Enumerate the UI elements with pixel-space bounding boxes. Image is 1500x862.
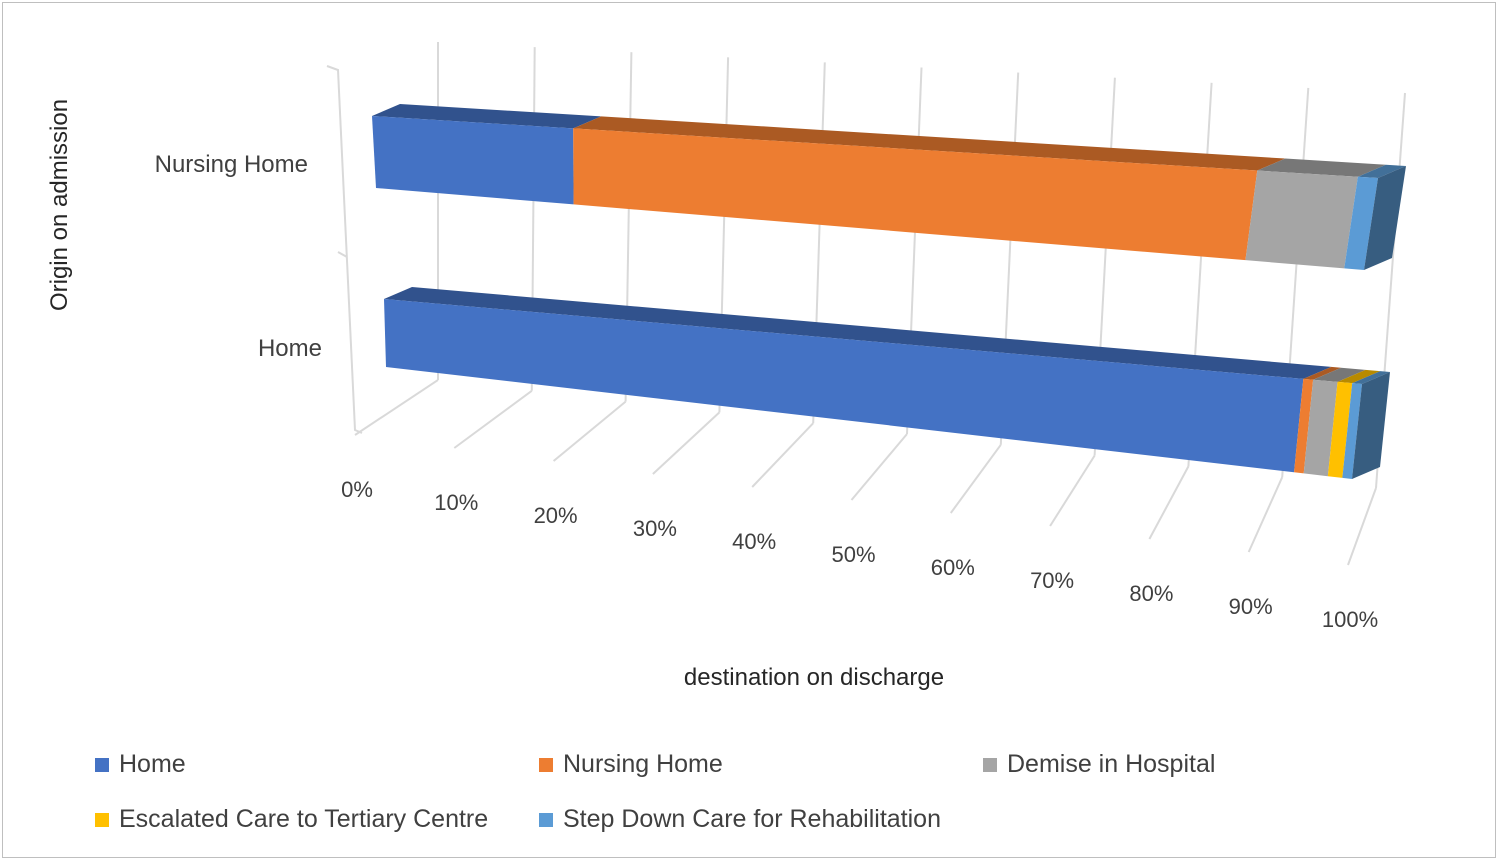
floor-gridline <box>1049 455 1096 527</box>
bar-segment-step-down-care-for-rehabilitation <box>1344 176 1378 270</box>
bar-top-home <box>372 104 602 129</box>
bar-segment-step-down-care-for-rehabilitation <box>1342 383 1362 479</box>
side-wall-edge <box>326 65 363 434</box>
y-axis-title: Origin on admission <box>46 99 73 311</box>
floor-gridline <box>751 422 814 488</box>
legend-swatch <box>95 757 109 772</box>
legend-item-stepdown: Step Down Care for Rehabilitation <box>539 805 941 834</box>
floor-gridline <box>453 389 533 449</box>
bar-segment-demise-in-hospital <box>1245 170 1358 269</box>
floor-gridline <box>652 411 721 475</box>
legend-item-escalated: Escalated Care to Tertiary Centre <box>95 805 488 834</box>
bar-top-demise-in-hospital <box>1313 367 1366 382</box>
bar-top-step-down-care-for-rehabilitation <box>1352 371 1390 384</box>
legend-item-nursing-home: Nursing Home <box>539 750 723 779</box>
floor-gridline <box>1247 476 1284 553</box>
bar-segment-nursing-home <box>1294 378 1314 474</box>
legend-swatch <box>95 812 109 827</box>
floor-gridline <box>354 379 439 436</box>
legend-swatch <box>539 812 553 827</box>
legend-label: Home <box>119 750 186 778</box>
floor-gridline <box>949 444 1002 514</box>
bar-top-home <box>384 287 1332 379</box>
floor-gridline <box>552 400 627 462</box>
legend-label: Nursing Home <box>563 750 723 778</box>
x-tick-label: 80% <box>1129 581 1173 606</box>
legend-item-demise: Demise in Hospital <box>983 750 1215 779</box>
bar-segment-nursing-home <box>573 128 1258 261</box>
x-tick-label: 70% <box>1030 568 1074 593</box>
floor-gridline <box>850 433 908 501</box>
x-tick-label: 40% <box>732 529 776 554</box>
bar-top-demise-in-hospital <box>1257 158 1386 177</box>
bar-segment-demise-in-hospital <box>1303 379 1338 477</box>
bar-end-cap <box>1352 372 1390 479</box>
x-axis-title: destination on discharge <box>684 664 944 691</box>
x-tick-label: 30% <box>633 516 677 541</box>
x-tick-labels: 0% 10% 20% 30% 40% 50% 60% 70% 80% 90% 100% <box>341 477 1378 632</box>
bar-segment-home <box>372 116 574 205</box>
x-tick-label: 60% <box>931 555 975 580</box>
legend: Home Nursing Home Demise in Hospital Esc… <box>95 742 1475 842</box>
x-tick-label: 90% <box>1229 594 1273 619</box>
bar-top-escalated-care-to-tertiary-centre <box>1337 369 1381 384</box>
x-tick-label: 100% <box>1322 607 1378 632</box>
bar-segment-home <box>384 299 1304 473</box>
category-label-nursing-home: Nursing Home <box>155 151 308 178</box>
legend-swatch <box>983 757 997 772</box>
bar-top-step-down-care-for-rehabilitation <box>1357 164 1406 178</box>
x-tick-label: 10% <box>434 490 478 515</box>
legend-label: Escalated Care to Tertiary Centre <box>119 805 489 833</box>
floor-gridline <box>1347 487 1377 566</box>
legend-label: Demise in Hospital <box>1007 750 1216 778</box>
legend-swatch <box>539 757 553 772</box>
bars <box>372 104 1406 479</box>
bar-segment-escalated-care-to-tertiary-centre <box>1327 381 1353 478</box>
x-tick-label: 20% <box>534 503 578 528</box>
x-tick-label: 0% <box>341 477 373 502</box>
bar-top-nursing-home <box>573 116 1286 171</box>
x-tick-label: 50% <box>831 542 875 567</box>
floor-gridline <box>1148 465 1190 540</box>
bar-top-nursing-home <box>1303 366 1342 380</box>
legend-item-home: Home <box>95 750 186 779</box>
bar-end-cap <box>1364 166 1406 270</box>
legend-label: Step Down Care for Rehabilitation <box>563 805 941 833</box>
category-divider <box>337 251 348 258</box>
category-label-home: Home <box>258 335 322 362</box>
